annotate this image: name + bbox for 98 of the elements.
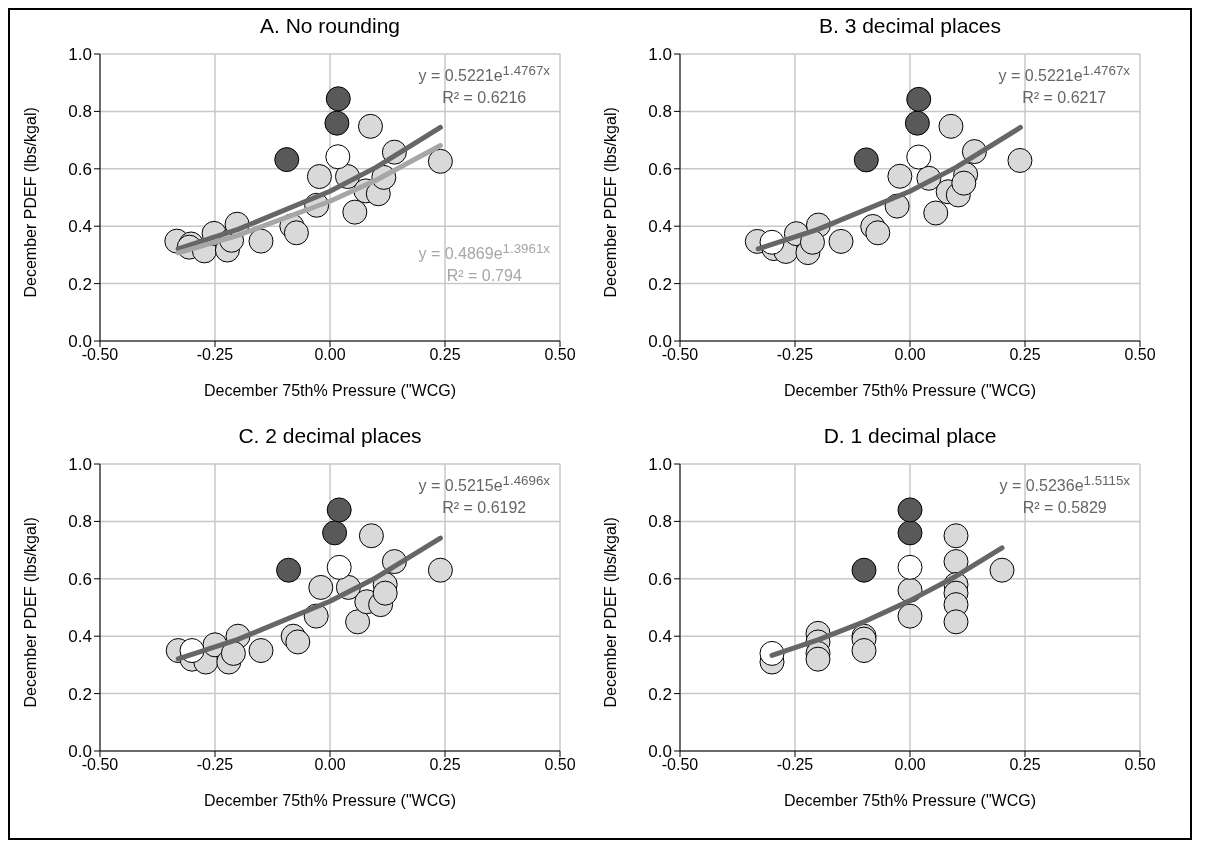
x-axis-title: December 75th% Pressure ("WCG): [204, 382, 456, 399]
point: [325, 86, 351, 112]
y-axis-title: December PDEF (lbs/kgal): [21, 517, 39, 708]
point: [805, 646, 831, 672]
annotation: R² = 0.6216: [441, 88, 528, 109]
point: [906, 86, 932, 112]
point: [989, 557, 1015, 583]
x-axis-title: December 75th% Pressure ("WCG): [784, 382, 1036, 399]
point: [248, 228, 274, 254]
point: [220, 640, 246, 666]
point: [897, 497, 923, 523]
y-tick-label: 0.2: [648, 684, 672, 704]
annotation: R² = 0.794: [445, 266, 523, 287]
point: [283, 220, 309, 246]
chart-title: B. 3 decimal places: [817, 14, 1003, 39]
y-tick-label: 0.8: [68, 102, 92, 122]
x-tick-label: 0.50: [1124, 756, 1156, 774]
point: [951, 170, 977, 196]
x-tick-label: 0.25: [1009, 756, 1041, 774]
point: [853, 147, 879, 173]
point: [851, 557, 877, 583]
text: y = 0.5215e$^{1.4696x}$: [418, 472, 550, 497]
y-tick-label: 0.8: [648, 512, 672, 532]
point: [322, 520, 348, 546]
point: [887, 163, 913, 189]
y-tick-label: 1.0: [68, 45, 92, 65]
point: [326, 497, 352, 523]
x-tick-label: -0.25: [776, 346, 814, 364]
point: [943, 549, 969, 575]
point: [943, 609, 969, 635]
point: [357, 113, 383, 139]
point: [828, 228, 854, 254]
point: [904, 110, 930, 136]
x-tick-label: 0.00: [894, 756, 926, 774]
y-tick-label: 0.6: [68, 159, 92, 179]
x-tick-label: -0.25: [196, 756, 234, 774]
x-tick-label: 0.25: [429, 756, 461, 774]
x-tick-label: 0.50: [544, 756, 576, 774]
point: [938, 113, 964, 139]
point: [358, 523, 384, 549]
x-tick-label: 0.50: [544, 346, 576, 364]
annotation: R² = 0.5829: [1021, 498, 1108, 519]
y-tick-label: 0.6: [68, 569, 92, 589]
y-tick-label: 0.2: [68, 684, 92, 704]
y-axis-title: December PDEF (lbs/kgal): [21, 107, 39, 298]
point: [943, 523, 969, 549]
point: [923, 200, 949, 226]
y-tick-label: 0.8: [68, 512, 92, 532]
y-axis-title: December PDEF (lbs/kgal): [601, 107, 619, 298]
y-tick-label: 0.4: [648, 627, 672, 647]
point: [897, 603, 923, 629]
y-tick-label: 1.0: [648, 45, 672, 65]
y-tick-label: 0.6: [648, 159, 672, 179]
x-tick-label: 0.00: [314, 346, 346, 364]
y-tick-label: 0.4: [68, 627, 92, 647]
point: [1007, 147, 1033, 173]
point: [285, 629, 311, 655]
x-tick-label: 0.50: [1124, 346, 1156, 364]
x-axis-title: December 75th% Pressure ("WCG): [204, 792, 456, 809]
x-tick-label: 0.25: [429, 346, 461, 364]
text: y = 0.5221e$^{1.4767x}$: [998, 62, 1130, 87]
x-tick-label: 0.25: [1009, 346, 1041, 364]
point: [308, 574, 334, 600]
y-tick-label: 0.4: [648, 217, 672, 237]
y-tick-label: 0.2: [68, 274, 92, 294]
y-tick-label: 0.8: [648, 102, 672, 122]
point: [865, 220, 891, 246]
x-tick-label: -0.25: [776, 756, 814, 774]
chart-title: C. 2 decimal places: [237, 424, 423, 449]
y-tick-label: 1.0: [68, 455, 92, 475]
y-tick-label: 0.2: [648, 274, 672, 294]
y-tick-label: 0.4: [68, 217, 92, 237]
point: [345, 609, 371, 635]
point: [342, 199, 368, 225]
x-tick-label: 0.00: [314, 756, 346, 774]
x-tick-label: 0.00: [894, 346, 926, 364]
x-tick-label: -0.25: [196, 346, 234, 364]
point: [372, 580, 398, 606]
x-axis-title: December 75th% Pressure ("WCG): [784, 792, 1036, 809]
point: [276, 557, 302, 583]
point: [306, 164, 332, 190]
point: [427, 557, 453, 583]
point: [274, 147, 300, 173]
annotation: R² = 0.6217: [1021, 88, 1108, 109]
point: [248, 638, 274, 664]
chart-title: A. No rounding: [258, 14, 402, 39]
point: [851, 638, 877, 664]
text: y = 0.5221e$^{1.4767x}$: [418, 62, 550, 87]
y-axis-title: December PDEF (lbs/kgal): [601, 517, 619, 708]
text: y = 0.5236e$^{1.5115x}$: [999, 472, 1130, 497]
y-tick-label: 0.6: [648, 569, 672, 589]
point: [897, 520, 923, 546]
point: [427, 148, 453, 174]
text: y = 0.4869e$^{1.3961x}$: [418, 240, 550, 265]
chart-title: D. 1 decimal place: [822, 424, 998, 449]
annotation: R² = 0.6192: [441, 498, 528, 519]
y-tick-label: 1.0: [648, 455, 672, 475]
point: [324, 110, 350, 136]
